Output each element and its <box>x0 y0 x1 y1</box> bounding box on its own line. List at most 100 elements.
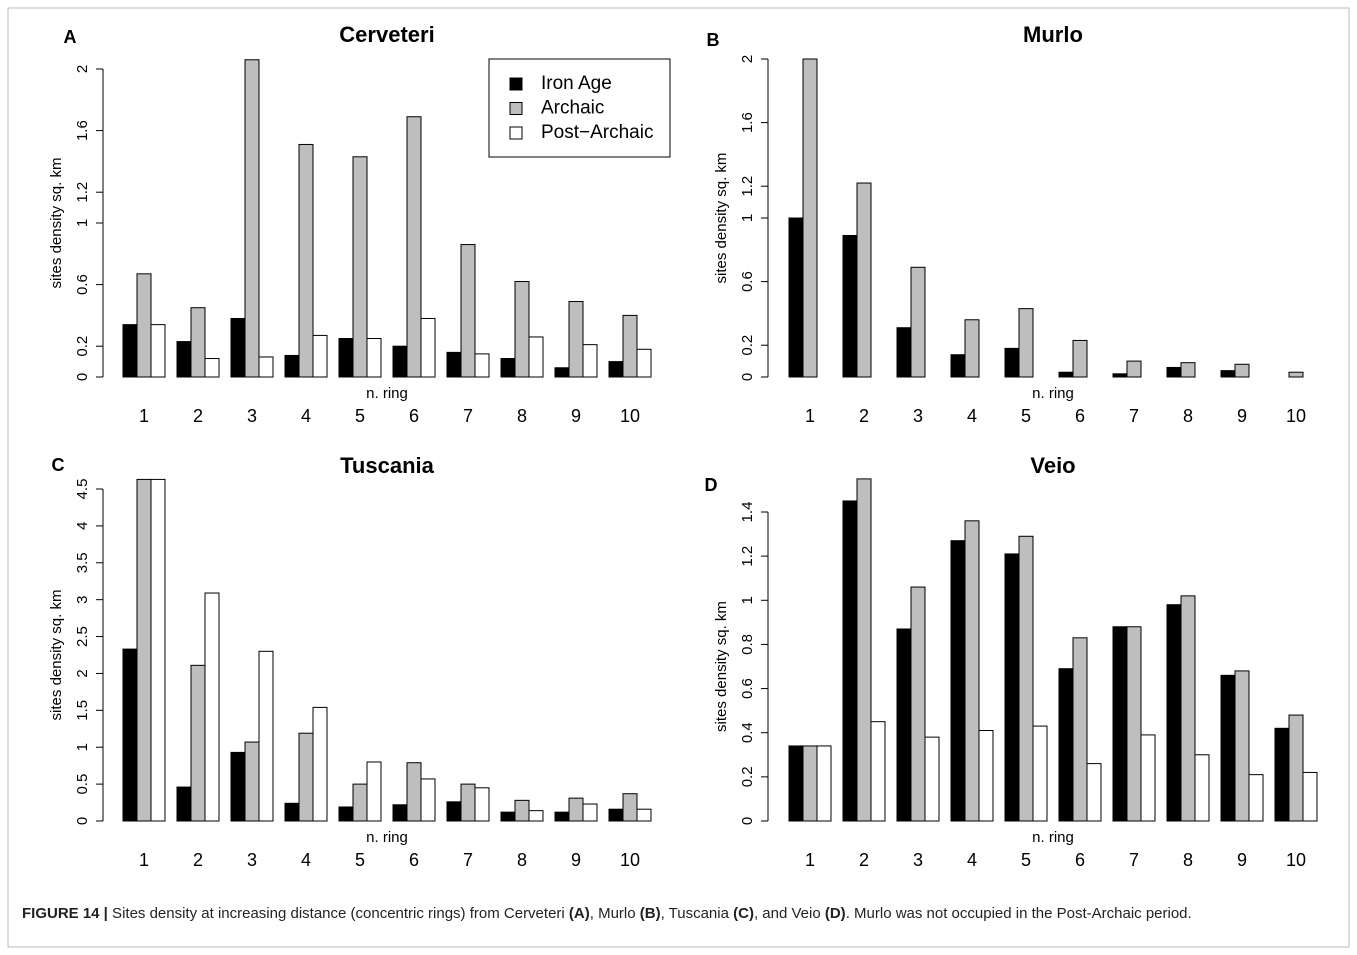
bar <box>622 793 638 822</box>
y-tick-label: 0.2 <box>739 766 756 787</box>
y-tick-label: 1.2 <box>739 546 756 567</box>
bar <box>190 307 206 378</box>
x-tick-label: 6 <box>1075 406 1085 426</box>
bar <box>568 301 584 378</box>
caption-text: FIGURE 14 | <box>22 905 108 922</box>
y-tick-label: 0 <box>739 817 756 825</box>
bar <box>950 540 966 822</box>
panel-label: C <box>52 455 65 475</box>
bar <box>352 783 368 822</box>
bar <box>1180 362 1196 378</box>
y-tick-label: 0 <box>74 817 91 825</box>
y-tick-label: 2.5 <box>74 626 91 647</box>
bar <box>582 344 598 378</box>
bar <box>554 367 570 378</box>
x-tick-label: 8 <box>517 406 527 426</box>
x-tick-label: 7 <box>1129 850 1139 870</box>
bar <box>1180 595 1196 822</box>
bar <box>788 745 804 822</box>
y-tick-label: 1 <box>739 214 756 222</box>
caption-text: , Tuscania <box>660 905 734 922</box>
caption: FIGURE 14 | Sites density at increasing … <box>22 900 1322 927</box>
bar <box>122 324 138 378</box>
bar <box>312 334 328 378</box>
y-axis-label: sites density sq. km <box>48 158 65 289</box>
x-tick-label: 9 <box>571 406 581 426</box>
bar <box>608 361 624 378</box>
bar <box>420 778 436 822</box>
x-tick-label: 7 <box>463 406 473 426</box>
bar <box>284 354 300 378</box>
bar <box>514 281 530 378</box>
y-tick-label: 0.4 <box>739 722 756 743</box>
x-tick-label: 7 <box>463 850 473 870</box>
bar <box>406 116 422 378</box>
bar <box>1166 604 1182 822</box>
bar <box>352 156 368 378</box>
y-tick-label: 1.6 <box>739 112 756 133</box>
y-tick-label: 1.4 <box>739 502 756 523</box>
bar <box>568 797 584 822</box>
x-tick-label: 10 <box>1286 406 1306 426</box>
bar <box>338 806 354 822</box>
x-tick-label: 4 <box>301 850 311 870</box>
bar <box>1248 774 1264 822</box>
bar <box>474 787 490 822</box>
bar <box>244 59 260 378</box>
y-tick-label: 1.6 <box>74 120 91 141</box>
y-tick-label: 0.2 <box>74 336 91 357</box>
bar <box>1032 725 1048 822</box>
bar <box>500 811 516 822</box>
bar <box>136 273 152 378</box>
bar <box>528 810 544 822</box>
bar <box>244 741 260 822</box>
legend-label: Post−Archaic <box>541 122 653 143</box>
x-tick-label: 2 <box>193 850 203 870</box>
bar <box>816 745 832 822</box>
bar <box>258 356 274 378</box>
y-tick-label: 0.8 <box>739 634 756 655</box>
x-tick-label: 2 <box>859 850 869 870</box>
legend-label: Archaic <box>541 98 604 119</box>
bar <box>1058 668 1074 822</box>
figure-frame <box>7 7 1350 948</box>
y-tick-label: 1.2 <box>739 176 756 197</box>
bar <box>636 808 652 822</box>
bar <box>312 706 328 822</box>
bar <box>554 811 570 822</box>
x-tick-label: 10 <box>620 406 640 426</box>
y-tick-label: 4.5 <box>74 479 91 500</box>
bar <box>1058 371 1074 378</box>
y-tick-label: 2 <box>74 65 91 73</box>
bar <box>842 234 858 378</box>
bar <box>136 478 152 822</box>
bar <box>514 799 530 822</box>
bar <box>950 354 966 378</box>
bar <box>1234 670 1250 822</box>
bar <box>528 336 544 378</box>
x-tick-label: 3 <box>247 850 257 870</box>
bar <box>122 648 138 822</box>
bar <box>964 319 980 378</box>
bar <box>284 802 300 822</box>
chart-title: Tuscania <box>340 453 435 478</box>
x-tick-label: 9 <box>571 850 581 870</box>
bar <box>1004 553 1020 822</box>
bar <box>582 803 598 822</box>
x-tick-label: 3 <box>913 850 923 870</box>
legend-swatch <box>509 102 523 115</box>
y-tick-label: 2 <box>74 669 91 677</box>
chart-title: Murlo <box>1023 22 1083 47</box>
y-tick-label: 0.6 <box>739 271 756 292</box>
bar <box>150 478 166 822</box>
bar <box>802 58 818 378</box>
y-tick-label: 2 <box>739 55 756 63</box>
bar <box>1126 360 1142 378</box>
y-axis-label: sites density sq. km <box>713 153 730 284</box>
legend-swatch <box>509 126 523 140</box>
bar <box>1220 674 1236 822</box>
bar <box>230 751 246 822</box>
x-tick-label: 6 <box>409 850 419 870</box>
bar <box>1220 370 1236 378</box>
